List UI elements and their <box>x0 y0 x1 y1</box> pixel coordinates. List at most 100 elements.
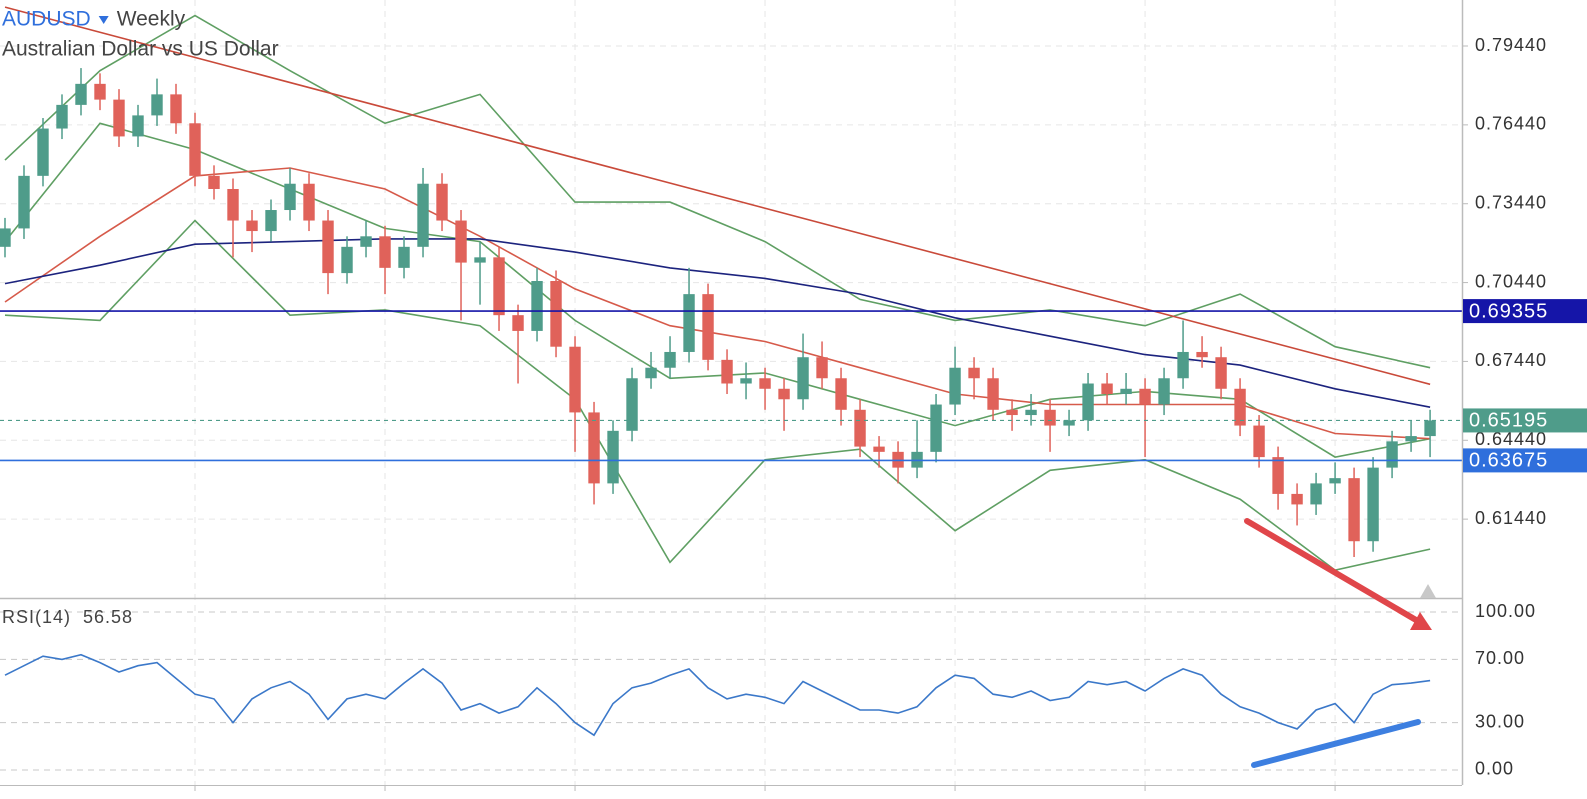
dropdown-caret[interactable] <box>98 16 109 24</box>
candle-body <box>227 188 239 221</box>
candle-body <box>1424 420 1436 437</box>
y-tick-label: 0.64440 <box>1475 429 1547 449</box>
candle-body <box>1310 483 1322 505</box>
y-tick-label: 0.79440 <box>1475 35 1547 55</box>
candle-body <box>1139 388 1151 405</box>
candle-body <box>1348 478 1360 542</box>
candle-body <box>1253 425 1265 458</box>
candle-body <box>1405 436 1417 442</box>
candle-body <box>702 294 714 360</box>
price-level-label: 0.65195 <box>1469 410 1548 432</box>
candle-body <box>379 236 391 268</box>
candle-body <box>474 257 486 263</box>
price-level-box <box>1463 408 1587 433</box>
trendline <box>4 6 1431 386</box>
candle-body <box>56 104 68 129</box>
header: AUDUSD Weekly Australian Dollar vs US Do… <box>2 8 279 627</box>
rsi-tick-label: 0.00 <box>1475 759 1514 779</box>
candle-body <box>1044 409 1056 426</box>
candle-body <box>208 175 220 189</box>
price-level-label: 0.63675 <box>1469 450 1548 472</box>
scroll-marker <box>1420 584 1436 598</box>
annotations <box>1244 518 1436 768</box>
candle-body <box>94 83 106 100</box>
candle-body <box>949 367 961 405</box>
candle-body <box>360 236 372 247</box>
candle-body <box>531 280 543 331</box>
candle-body <box>759 378 771 389</box>
candle-body <box>493 257 505 316</box>
rsi-tick-label: 100.00 <box>1475 601 1536 621</box>
arrow-head <box>1410 612 1432 630</box>
candle-body <box>1367 467 1379 542</box>
price-axis: 0.79440 0.76440 0.73440 0.70440 0.67440 0.644… <box>1462 35 1587 779</box>
candle-body <box>854 409 866 447</box>
candle-body <box>246 220 258 232</box>
candle-body <box>398 246 410 268</box>
candle-body <box>1215 357 1227 389</box>
interval: Weekly <box>117 8 186 31</box>
candle-body <box>1291 493 1303 505</box>
candle-body <box>987 378 999 410</box>
candle-body <box>1329 478 1341 484</box>
candle-body <box>132 115 144 137</box>
candle-body <box>683 294 695 352</box>
y-tick-label: 0.61440 <box>1475 508 1547 528</box>
overlay-line <box>4 14 1431 369</box>
symbol[interactable]: AUDUSD <box>2 8 91 31</box>
candle-body <box>1177 351 1189 379</box>
price-pane <box>0 6 1462 571</box>
candle-body <box>1158 378 1170 405</box>
divergence-arrow <box>1244 518 1419 623</box>
candle-body <box>816 357 828 379</box>
rsi-line <box>4 653 1431 737</box>
candle-body <box>284 183 296 211</box>
candle-body <box>37 128 49 176</box>
candle-body <box>550 280 562 347</box>
candle-body <box>873 446 885 452</box>
candle-body <box>113 99 125 137</box>
candle-body <box>1006 409 1018 416</box>
rsi-tick-label: 30.00 <box>1475 711 1525 731</box>
candle-body <box>512 315 524 331</box>
candle-body <box>607 430 619 484</box>
candle-body <box>75 83 87 105</box>
candle-body <box>1063 420 1075 426</box>
candle-body <box>341 246 353 274</box>
overlay-line <box>4 167 1431 440</box>
candle-body <box>1196 351 1208 358</box>
price-level-box <box>1463 448 1587 473</box>
candle-body <box>968 367 980 379</box>
y-tick-label: 0.70440 <box>1475 271 1547 291</box>
y-tick-label: 0.76440 <box>1475 114 1547 134</box>
candle-body <box>588 412 600 484</box>
candle-body <box>265 210 277 232</box>
candle-body <box>626 378 638 431</box>
rsi-tick-label: 70.00 <box>1475 648 1525 668</box>
y-tick-label: 0.67440 <box>1475 350 1547 370</box>
overlay-line <box>4 122 1431 458</box>
rsi-label: RSI(14) <box>2 607 71 627</box>
candle-body <box>778 388 790 400</box>
rsi-pane <box>4 653 1431 737</box>
candle-body <box>170 94 182 124</box>
candle-body <box>0 228 11 247</box>
price-level-box <box>1463 299 1587 324</box>
rsi-value: 56.58 <box>83 607 133 627</box>
candle-body <box>1234 388 1246 426</box>
candle-body <box>18 175 30 229</box>
candle-body <box>797 357 809 400</box>
candle-body <box>835 378 847 410</box>
overlay-line <box>4 238 1431 408</box>
candle-body <box>322 220 334 274</box>
candle-body <box>569 346 581 413</box>
candle-body <box>1101 383 1113 395</box>
candle-body <box>151 94 163 116</box>
candle-body <box>664 351 676 368</box>
candle-body <box>189 123 201 176</box>
candle-body <box>1082 383 1094 421</box>
candle-body <box>1272 457 1284 494</box>
candle-body <box>740 378 752 384</box>
